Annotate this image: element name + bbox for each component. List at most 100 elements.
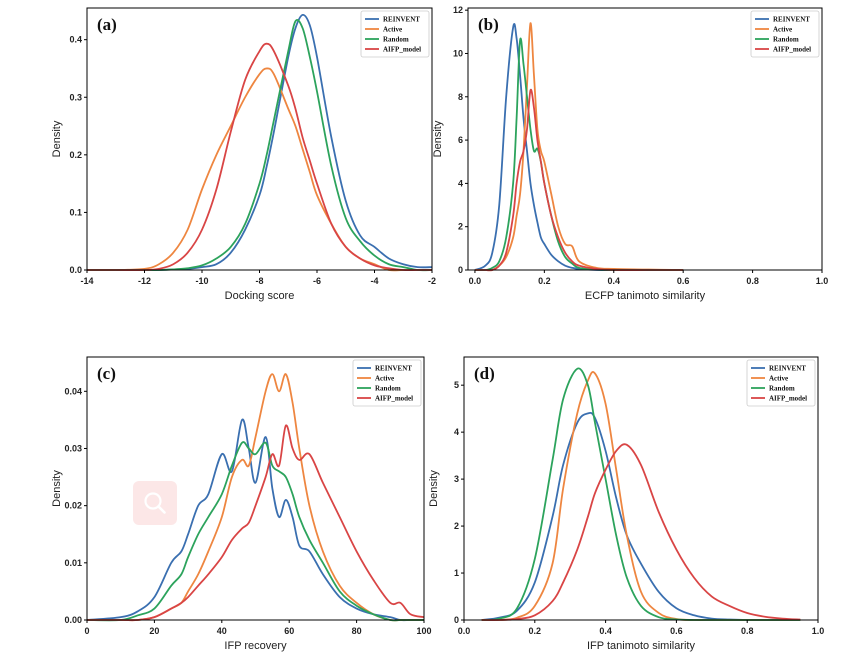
legend-entry: REINVENT — [773, 16, 810, 24]
x-tick-label: 0.6 — [677, 276, 690, 286]
x-tick-label: 0.2 — [538, 276, 551, 286]
panel-label: (b) — [478, 15, 499, 34]
x-tick-label: 0.4 — [608, 276, 621, 286]
panel-label: (c) — [97, 364, 116, 383]
y-tick-label: 8 — [458, 92, 463, 102]
y-axis-label: Density — [428, 470, 440, 507]
y-tick-label: 2 — [458, 222, 463, 232]
x-tick-label: 1.0 — [816, 276, 829, 286]
x-tick-label: 0.8 — [746, 276, 759, 286]
x-tick-label: 0.4 — [599, 626, 612, 636]
y-tick-label: 4 — [454, 427, 459, 437]
series-line-random — [87, 18, 433, 272]
legend-entry: Active — [383, 26, 402, 34]
y-tick-label: 0.1 — [69, 207, 82, 217]
panel-label: (a) — [97, 15, 117, 34]
legend-entry: AIFP_model — [773, 46, 811, 54]
legend-box — [352, 359, 422, 407]
y-tick-label: 0.04 — [64, 386, 82, 396]
series-line-random — [474, 37, 684, 272]
x-tick-label: 0.6 — [670, 626, 683, 636]
legend-entry: REINVENT — [383, 16, 420, 24]
y-tick-label: 0.03 — [64, 443, 82, 453]
y-tick-label: 0.00 — [64, 615, 82, 625]
y-tick-label: 0.4 — [69, 35, 82, 45]
series-line-reinvent — [481, 411, 801, 621]
y-tick-label: 4 — [458, 178, 463, 188]
x-tick-label: -10 — [195, 276, 208, 286]
legend-box — [750, 10, 820, 58]
legend-entry: Random — [769, 385, 795, 393]
x-tick-label: 0.2 — [529, 626, 542, 636]
x-tick-label: 100 — [416, 626, 431, 636]
panel-d: 0.0 0.2 0.4 0.6 0.8 1.0 0 1 2 3 4 5 IFP tanimoto sim… — [428, 356, 825, 652]
legend-entry: Random — [383, 36, 409, 44]
y-tick-label: 5 — [454, 380, 459, 390]
x-tick-label: -4 — [370, 276, 378, 286]
y-tick-label: 0.3 — [69, 92, 82, 102]
panel-a: -14 -12 -10 -8 -6 -4 -2 0.0 0.1 0.2 0.3 0.4 Docking … — [51, 7, 436, 302]
axes-frame — [463, 356, 819, 621]
panel-c: 0 20 40 60 80 100 0.00 0.01 0.02 0.03 0.04 IFP reco… — [51, 356, 432, 652]
panel-label: (d) — [474, 364, 495, 383]
series-line-aifp-model — [87, 42, 432, 272]
series-line-aifp-model — [474, 88, 684, 272]
search-icon — [144, 492, 166, 514]
x-tick-label: 40 — [217, 626, 227, 636]
x-tick-label: 0 — [84, 626, 89, 636]
x-tick-label: -12 — [138, 276, 151, 286]
y-tick-label: 0 — [458, 265, 463, 275]
x-tick-label: -14 — [80, 276, 93, 286]
series-line-reinvent — [474, 23, 684, 271]
y-tick-label: 0.2 — [69, 150, 82, 160]
y-tick-label: 10 — [453, 48, 463, 58]
y-tick-label: 6 — [458, 135, 463, 145]
series-line-active — [474, 22, 684, 272]
x-tick-label: 60 — [284, 626, 294, 636]
x-tick-label: -6 — [313, 276, 321, 286]
x-tick-label: -8 — [255, 276, 263, 286]
x-axis-label: Docking score — [225, 290, 295, 302]
legend-entry: Random — [773, 36, 799, 44]
y-tick-label: 0 — [454, 615, 459, 625]
x-tick-label: 0.0 — [458, 626, 471, 636]
search-overlay-button[interactable] — [133, 481, 177, 525]
legend-entry: AIFP_model — [383, 46, 421, 54]
series-line-active — [481, 371, 801, 622]
legend-entry: REINVENT — [375, 365, 412, 373]
y-axis-label: Density — [51, 470, 63, 507]
axes-frame — [86, 356, 425, 621]
legend-entry: Active — [773, 26, 792, 34]
y-tick-label: 2 — [454, 521, 459, 531]
y-tick-label: 3 — [454, 474, 459, 484]
y-tick-label: 0.02 — [64, 501, 82, 511]
legend-entry: Active — [375, 375, 394, 383]
y-axis-label: Density — [432, 120, 444, 157]
legend-entry: REINVENT — [769, 365, 806, 373]
axes-frame — [467, 7, 823, 271]
x-axis-label: ECFP tanimoto similarity — [585, 290, 706, 302]
series-line-aifp-model — [87, 424, 425, 622]
legend-entry: AIFP_model — [375, 395, 413, 403]
x-tick-label: 0.0 — [469, 276, 482, 286]
series-line-aifp-model — [481, 443, 801, 621]
legend-entry: Random — [375, 385, 401, 393]
legend-entry: AIFP_model — [769, 395, 807, 403]
y-tick-label: 0.0 — [69, 265, 82, 275]
y-tick-label: 12 — [453, 5, 463, 15]
x-tick-label: 80 — [352, 626, 362, 636]
x-axis-label: IFP recovery — [224, 640, 287, 652]
y-axis-label: Density — [51, 120, 63, 157]
x-tick-label: -2 — [428, 276, 436, 286]
y-tick-label: 0.01 — [64, 558, 82, 568]
y-tick-label: 1 — [454, 568, 459, 578]
x-tick-label: 1.0 — [812, 626, 825, 636]
series-line-random — [86, 441, 424, 622]
legend-box — [360, 10, 430, 58]
x-tick-label: 20 — [149, 626, 159, 636]
x-axis-label: IFP tanimoto similarity — [587, 640, 695, 652]
x-tick-label: 0.8 — [741, 626, 754, 636]
legend-box — [746, 359, 816, 407]
panel-b: 0.0 0.2 0.4 0.6 0.8 1.0 0 2 4 6 8 10 12 ECFP tanimoto… — [432, 5, 828, 302]
